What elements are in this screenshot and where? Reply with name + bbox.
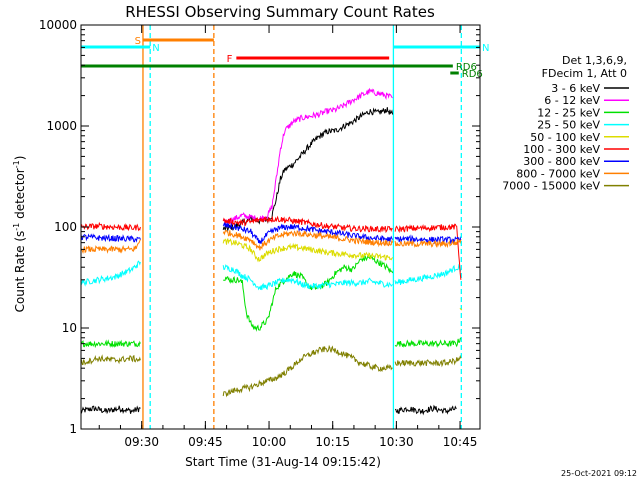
x-axis-label: Start Time (31-Aug-14 09:15:42) [185, 455, 381, 469]
legend-label-12-25-kev: 12 - 25 keV [537, 106, 600, 119]
y-tick-label-100: 100 [54, 220, 77, 234]
series-line-3-6-kev-2 [395, 404, 457, 416]
series-50-100-kev [222, 237, 463, 311]
series-25-50-kev [81, 260, 462, 291]
series-100-300-kev [81, 215, 462, 280]
series-line-7000-15000-kev-0 [81, 354, 141, 366]
flag-label-rd6-4: RD6 [456, 62, 477, 73]
y-tick-label-10000: 10000 [39, 18, 77, 32]
series-line-6-12-kev-0 [222, 87, 393, 226]
series-line-12-25-kev-2 [394, 337, 462, 348]
x-tick-label-10-00: 10:00 [252, 435, 287, 449]
flag-label-rd6-5: RD6 [462, 69, 483, 80]
series-line-50-100-kev-1 [459, 307, 463, 311]
series-line-25-50-kev-2 [394, 263, 462, 285]
x-tick-label-09-45: 09:45 [188, 435, 223, 449]
flag-label-n-1: N [152, 43, 159, 54]
series-7000-15000-kev [81, 344, 462, 398]
series-line-300-800-kev-1 [222, 222, 393, 244]
series-line-100-300-kev-0 [81, 221, 141, 232]
y-axis-label: Count Rate (s-1 detector-1) [12, 156, 27, 313]
chart-title: RHESSI Observing Summary Count Rates [125, 3, 435, 21]
x-tick-label-10-15: 10:15 [315, 435, 350, 449]
legend: Det 1,3,6,9, FDecim 1, Att 0 3 - 6 keV6 … [502, 54, 629, 193]
series-line-25-50-kev-1 [222, 264, 393, 291]
legend-label-50-100-kev: 50 - 100 keV [530, 131, 600, 144]
series-line-3-6-kev-0 [81, 405, 141, 415]
x-tick-label-09-30: 09:30 [124, 435, 159, 449]
x-tick-label-10-45: 10:45 [443, 435, 478, 449]
generation-timestamp: 25-Oct-2021 09:12 [561, 469, 637, 478]
flag-label-s-0: S [135, 36, 141, 47]
x-axis-ticks: 09:30 09:45 10:00 10:15 10:30 10:45 [98, 25, 478, 449]
series-6-12-kev [222, 87, 393, 226]
count-rate-series [81, 87, 463, 416]
y-tick-label-1000: 1000 [46, 119, 77, 133]
series-line-25-50-kev-0 [81, 260, 141, 287]
legend-label-100-300-kev: 100 - 300 keV [523, 143, 600, 156]
y-tick-label-10: 10 [62, 321, 77, 335]
series-line-800-7000-kev-0 [81, 239, 141, 254]
series-line-12-25-kev-0 [81, 339, 141, 349]
series-line-3-6-kev-1 [222, 107, 394, 232]
legend-decimation: FDecim 1, Att 0 [542, 67, 627, 80]
y-axis-ticks: 1 10 100 1000 10000 [39, 18, 480, 436]
y-tick-label-1: 1 [69, 422, 77, 436]
flag-label-n-2: N [482, 43, 489, 54]
series-3-6-kev [81, 107, 457, 416]
legend-detectors: Det 1,3,6,9, [562, 54, 627, 67]
series-line-800-7000-kev-2 [394, 238, 462, 249]
series-line-100-300-kev-2 [394, 223, 462, 280]
series-line-800-7000-kev-1 [222, 229, 394, 251]
series-800-7000-kev [81, 229, 462, 254]
series-line-7000-15000-kev-1 [222, 344, 393, 398]
legend-label-300-800-kev: 300 - 800 keV [523, 155, 600, 168]
series-line-12-25-kev-1 [223, 254, 394, 332]
phase-markers [142, 25, 462, 429]
series-line-300-800-kev-0 [81, 233, 141, 243]
legend-label-25-50-kev: 25 - 50 keV [537, 119, 600, 132]
series-line-100-300-kev-1 [222, 215, 393, 234]
legend-label-6-12-kev: 6 - 12 keV [544, 94, 600, 107]
series-12-25-kev [81, 254, 462, 349]
legend-label-800-7000-kev: 800 - 7000 keV [516, 167, 600, 180]
flag-label-f-3: F [227, 54, 233, 65]
x-tick-label-10-30: 10:30 [379, 435, 414, 449]
legend-label-3-6-kev: 3 - 6 keV [551, 82, 600, 95]
legend-label-7000-15000-kev: 7000 - 15000 keV [502, 180, 600, 193]
series-line-50-100-kev-0 [222, 237, 394, 263]
series-line-7000-15000-kev-2 [394, 355, 462, 368]
